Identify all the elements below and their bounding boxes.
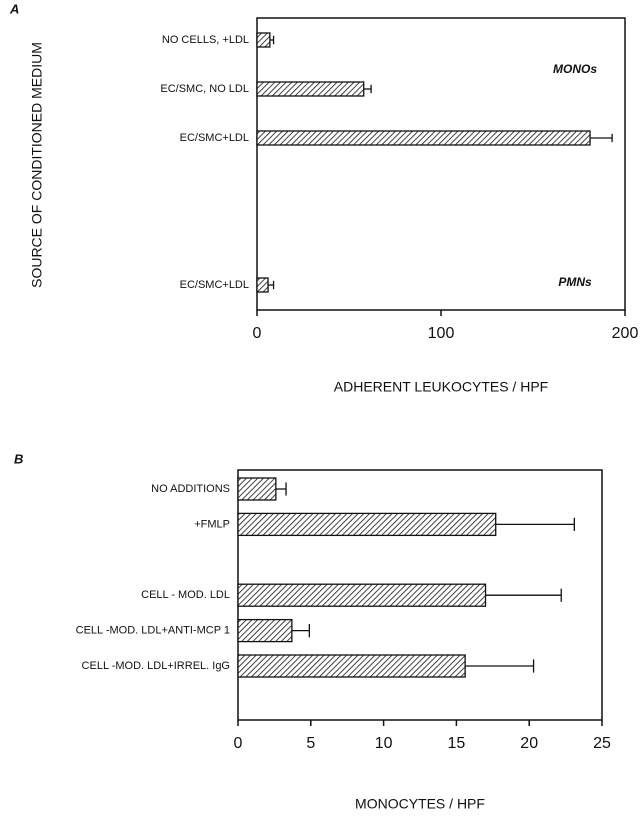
bar [237, 654, 466, 678]
panel-label: B [14, 451, 23, 466]
bar [237, 512, 497, 537]
category-label: NO CELLS, +LDL [162, 34, 249, 46]
x-tick-label: 0 [234, 735, 243, 752]
bar [237, 583, 487, 607]
annotation: PMNs [558, 275, 592, 289]
bar [237, 477, 277, 501]
x-axis-label: MONOCYTES / HPF [355, 796, 485, 812]
x-tick-label: 10 [375, 735, 393, 752]
panel-label: A [9, 1, 19, 16]
category-label: +FMLP [194, 518, 230, 530]
category-label: EC/SMC, NO LDL [160, 83, 249, 95]
x-tick-label: 15 [448, 735, 466, 752]
bar [237, 618, 293, 643]
bar [256, 32, 271, 48]
x-tick-label: 0 [253, 325, 262, 342]
category-label: EC/SMC+LDL [180, 279, 249, 291]
x-tick-label: 100 [428, 325, 455, 342]
category-label: CELL -MOD. LDL+IRREL. IgG [82, 660, 230, 672]
bar [256, 81, 365, 97]
category-label: NO ADDITIONS [151, 483, 230, 495]
category-label: EC/SMC+LDL [180, 132, 249, 144]
bar [256, 277, 269, 293]
bar [256, 130, 591, 146]
x-axis-label: ADHERENT LEUKOCYTES / HPF [334, 379, 548, 395]
x-tick-label: 20 [520, 735, 538, 752]
category-label: CELL - MOD. LDL [141, 589, 230, 601]
category-label: CELL -MOD. LDL+ANTI-MCP 1 [76, 625, 230, 637]
x-tick-label: 200 [612, 325, 639, 342]
annotation: MONOs [553, 62, 597, 76]
x-tick-label: 25 [593, 735, 611, 752]
x-tick-label: 5 [306, 735, 315, 752]
y-axis-label: SOURCE OF CONDITIONED MEDIUM [29, 42, 45, 288]
